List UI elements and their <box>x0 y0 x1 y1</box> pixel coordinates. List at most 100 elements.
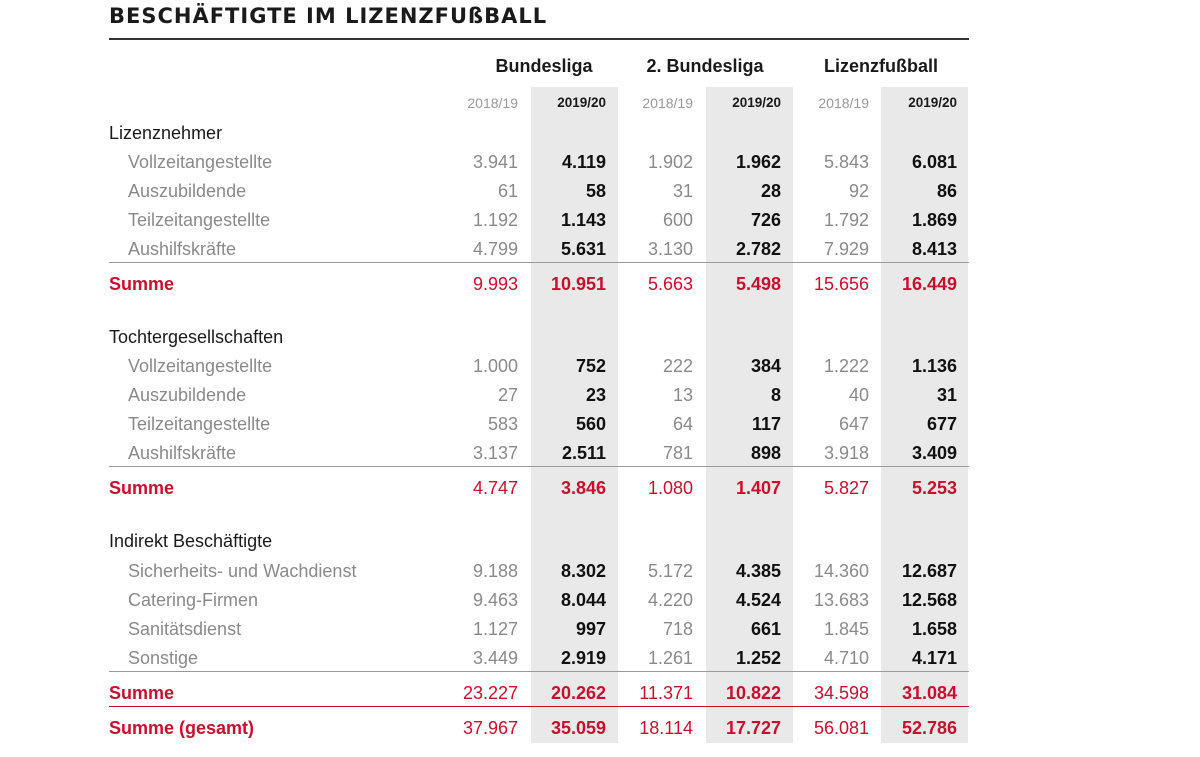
table-row: Vollzeitangestellte 3.941 4.119 1.902 1.962 5… <box>0 149 1200 175</box>
value-cell-current: 3.409 <box>911 443 957 463</box>
value-cell-current: 5.253 <box>911 478 957 498</box>
value-cell-current: 16.449 <box>901 274 957 294</box>
group-header-2-bundesliga: 2. Bundesliga <box>646 56 764 76</box>
value-cell-current: 23 <box>585 385 606 405</box>
row-label: Vollzeitangestellte <box>128 152 273 172</box>
table-row: Catering-Firmen 9.463 8.044 4.220 4.524 13.68… <box>0 587 1200 613</box>
value-cell-current: 6.081 <box>911 152 957 172</box>
value-cell-current: 677 <box>926 414 957 434</box>
value-cell-current: 1.252 <box>735 648 781 668</box>
row-label: Teilzeitangestellte <box>128 210 271 230</box>
value-cell-previous: 4.710 <box>823 648 869 668</box>
table-row: Sanitätsdienst 1.127 997 718 661 1.845 1.658 <box>0 616 1200 642</box>
value-cell-previous: 34.598 <box>813 683 869 703</box>
section-label: Tochtergesellschaften <box>109 327 284 347</box>
value-cell-current: 3.846 <box>560 478 606 498</box>
table-row: Teilzeitangestellte 583 560 64 117 647 677 <box>0 411 1200 437</box>
table-row: Aushilfskräfte 3.137 2.511 781 898 3.918 3.409 <box>0 440 1200 466</box>
season-header-current: 2019/20 <box>732 95 781 110</box>
row-label: Sonstige <box>128 648 199 668</box>
value-cell-current: 35.059 <box>550 718 606 738</box>
value-cell-previous: 600 <box>662 210 693 230</box>
page-title: BESCHÄFTIGTE IM LIZENZFUßBALL <box>109 4 548 28</box>
value-cell-current: 898 <box>750 443 781 463</box>
value-cell-current: 1.407 <box>735 478 781 498</box>
value-cell-previous: 1.222 <box>823 356 869 376</box>
value-cell-previous: 92 <box>848 181 869 201</box>
value-cell-current: 28 <box>760 181 781 201</box>
value-cell-previous: 27 <box>497 385 518 405</box>
value-cell-previous: 37.967 <box>462 718 518 738</box>
title-rule <box>109 38 969 40</box>
section-label: Lizenznehmer <box>109 123 223 143</box>
section-header-row: Indirekt Beschäftigte <box>0 528 1200 554</box>
row-label: Auszubildende <box>128 181 247 201</box>
value-cell-previous: 1.080 <box>647 478 693 498</box>
row-label: Teilzeitangestellte <box>128 414 271 434</box>
value-cell-previous: 5.663 <box>647 274 693 294</box>
value-cell-previous: 56.081 <box>813 718 869 738</box>
value-cell-previous: 1.845 <box>823 619 869 639</box>
table-row: Auszubildende 61 58 31 28 92 86 <box>0 178 1200 204</box>
sum-label: Summe <box>109 478 175 498</box>
value-cell-previous: 1.261 <box>647 648 693 668</box>
table-row: Sonstige 3.449 2.919 1.261 1.252 4.710 4.171 <box>0 645 1200 671</box>
row-label: Auszubildende <box>128 385 247 405</box>
value-cell-previous: 3.137 <box>472 443 518 463</box>
row-label: Catering-Firmen <box>128 590 259 610</box>
row-label: Aushilfskräfte <box>128 239 237 259</box>
table-separator-rule <box>109 671 969 672</box>
value-cell-current: 4.119 <box>561 152 606 172</box>
season-header-previous: 2018/19 <box>818 95 869 111</box>
value-cell-previous: 23.227 <box>462 683 518 703</box>
value-cell-previous: 61 <box>497 181 518 201</box>
sum-row: Summe 23.227 20.262 11.371 10.822 34.598 31.08… <box>0 680 1200 706</box>
current-season-column-shade <box>706 87 793 743</box>
value-cell-current: 384 <box>750 356 781 376</box>
value-cell-current: 1.658 <box>911 619 957 639</box>
value-cell-previous: 1.902 <box>647 152 693 172</box>
value-cell-current: 997 <box>575 619 606 639</box>
table-row: Sicherheits- und Wachdienst 9.188 8.302 5.1… <box>0 558 1200 584</box>
value-cell-previous: 13.683 <box>813 590 869 610</box>
sum-row: Summe (gesamt) 37.967 35.059 18.114 17.727 56… <box>0 715 1200 741</box>
group-header-bundesliga: Bundesliga <box>495 56 593 76</box>
value-cell-current: 20.262 <box>550 683 606 703</box>
value-cell-current: 752 <box>575 356 606 376</box>
value-cell-current: 4.171 <box>911 648 957 668</box>
value-cell-previous: 583 <box>487 414 518 434</box>
current-season-column-shade <box>881 87 968 743</box>
value-cell-current: 8.413 <box>911 239 957 259</box>
value-cell-current: 31.084 <box>901 683 957 703</box>
value-cell-current: 8.302 <box>560 561 606 581</box>
value-cell-current: 12.568 <box>901 590 957 610</box>
value-cell-current: 10.951 <box>550 274 606 294</box>
value-cell-previous: 13 <box>672 385 693 405</box>
value-cell-previous: 7.929 <box>823 239 869 259</box>
value-cell-previous: 3.130 <box>647 239 693 259</box>
value-cell-current: 117 <box>751 414 781 434</box>
row-label: Sanitätsdienst <box>128 619 242 639</box>
value-cell-previous: 4.220 <box>647 590 693 610</box>
group-header-lizenzfussball: Lizenzfußball <box>824 56 938 76</box>
table-separator-rule <box>109 706 969 707</box>
value-cell-current: 8.044 <box>560 590 606 610</box>
row-label: Aushilfskräfte <box>128 443 237 463</box>
value-cell-previous: 5.172 <box>647 561 693 581</box>
value-cell-previous: 1.792 <box>823 210 869 230</box>
section-header-row: Tochtergesellschaften <box>0 324 1200 350</box>
value-cell-current: 1.962 <box>735 152 781 172</box>
value-cell-previous: 9.463 <box>472 590 518 610</box>
sum-row: Summe 9.993 10.951 5.663 5.498 15.656 16.449 <box>0 271 1200 297</box>
value-cell-previous: 3.941 <box>472 152 518 172</box>
table-separator-rule <box>109 262 969 263</box>
sum-label: Summe <box>109 274 175 294</box>
season-header-current: 2019/20 <box>557 95 606 110</box>
value-cell-current: 86 <box>936 181 957 201</box>
value-cell-previous: 647 <box>838 414 869 434</box>
value-cell-current: 4.524 <box>735 590 781 610</box>
value-cell-previous: 1.000 <box>472 356 518 376</box>
value-cell-previous: 3.918 <box>823 443 869 463</box>
value-cell-previous: 14.360 <box>813 561 869 581</box>
value-cell-previous: 718 <box>662 619 693 639</box>
